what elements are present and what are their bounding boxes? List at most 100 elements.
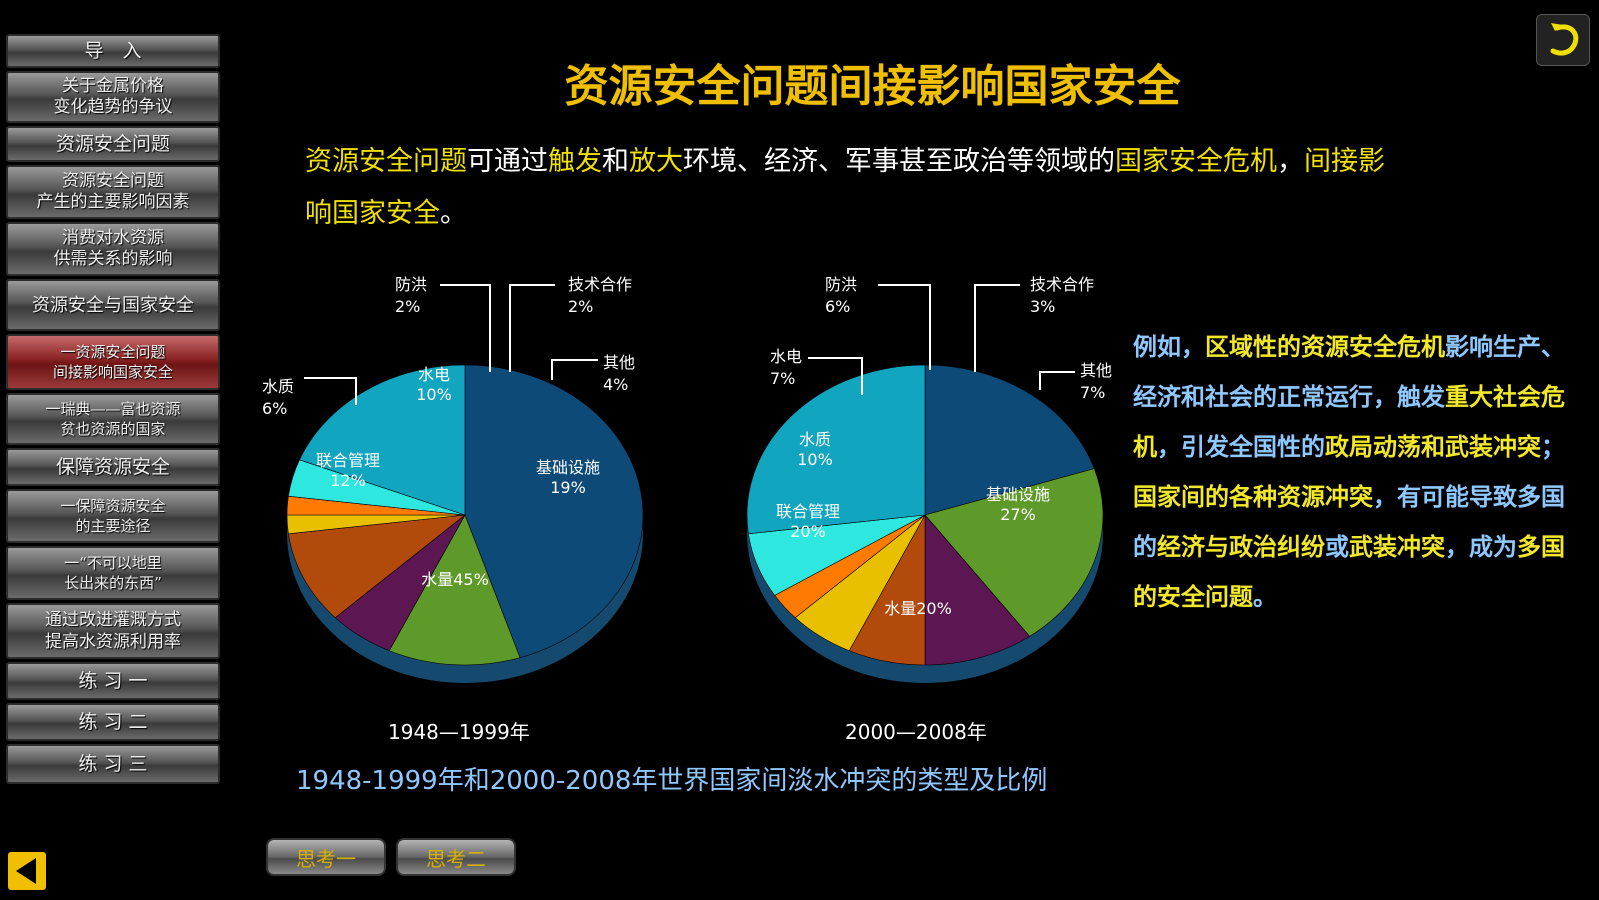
right-highlight: 国家间的各种资源冲突: [1133, 483, 1373, 511]
sidebar-item-resource-security[interactable]: 资源安全问题: [6, 126, 220, 162]
right-highlight: 重大社会危机: [1133, 383, 1565, 461]
pie1-slice-7: [299, 364, 466, 516]
pie2-data-label-1: 20%: [790, 522, 826, 541]
pie1-leader-5: [509, 284, 555, 372]
pie2-slice-5: [774, 514, 926, 619]
right-text: ，引发全国性的: [1157, 433, 1325, 461]
pie2-slice-7: [746, 364, 926, 535]
pie2-data-label-3: 7%: [770, 369, 795, 388]
page-title: 资源安全问题间接影响国家安全: [564, 61, 1181, 112]
pie2-data-label-5: 3%: [1030, 297, 1055, 316]
pie2-data-label-2: 10%: [797, 450, 833, 469]
think-two-button[interactable]: 思考二: [396, 838, 516, 876]
left-triangle-icon: [16, 858, 36, 884]
pie1-slice-3: [288, 514, 466, 619]
pie2-subtitle: 2000—2008年: [845, 720, 987, 744]
intro-text: ，: [1277, 146, 1304, 177]
right-highlight: 经济与政治纠纷: [1157, 533, 1325, 561]
right-text: ，有可能导致多国的: [1133, 483, 1565, 561]
intro-text: 环境、经济、军事甚至政治等领域的: [683, 146, 1115, 177]
pie2-leader-5: [974, 284, 1020, 372]
intro-text: 可通过: [467, 146, 548, 177]
pie1-slice-label-1: 联合管理: [316, 451, 380, 470]
pie2-slice-label-2: 水质: [799, 430, 831, 449]
right-text: 例如，: [1133, 333, 1205, 361]
pie2-depth: [747, 383, 1103, 683]
pie2-slice-3: [848, 513, 926, 666]
chart-caption: 1948-1999年和2000-2008年世界国家间淡水冲突的类型及比例: [296, 766, 1048, 796]
sidebar-item-exercise-1[interactable]: 练 习 一: [6, 662, 220, 700]
pie1-depth: [287, 383, 643, 683]
sidebar-item-irrigation[interactable]: 通过改进灌溉方式 提高水资源利用率: [6, 603, 220, 659]
pie1-leader-4: [440, 284, 491, 372]
pie2-data-label-7: 27%: [1000, 505, 1036, 524]
right-highlight: 区域性的资源安全危机: [1205, 333, 1445, 361]
sidebar-item-national-security[interactable]: 资源安全与国家安全: [6, 279, 220, 331]
sidebar-item-sweden[interactable]: 一瑞典——富也资源 贫也资源的国家: [6, 393, 220, 445]
pie2-leader-4: [878, 284, 931, 370]
intro-paragraph: 资源安全问题可通过触发和放大环境、经济、军事甚至政治等领域的国家安全危机，间接影…: [305, 136, 1405, 240]
pie1-data-label-4: 2%: [395, 297, 420, 316]
pie1-slice-0: [464, 364, 644, 659]
intro-text: 。: [440, 198, 467, 229]
pie1-slice-4: [286, 514, 466, 535]
pie1-slice-label-5: 技术合作: [568, 275, 632, 294]
pie2-slice-label-5: 技术合作: [1030, 275, 1094, 294]
right-text: 影响生产、经济和社会的正常运行，触发: [1133, 333, 1565, 411]
pie1-data-label-0: 水量45%: [421, 570, 489, 589]
right-text: 。: [1253, 583, 1277, 611]
pie1-slice-6: [288, 459, 466, 516]
sidebar-item-consumption-water[interactable]: 消费对水资源 供需关系的影响: [6, 222, 220, 276]
sidebar-item-indirect-impact[interactable]: 一资源安全问题 间接影响国家安全: [6, 334, 220, 390]
sidebar-item-ensure-security[interactable]: 保障资源安全: [6, 448, 220, 486]
pie2-slice-2: [924, 514, 1031, 666]
pie1-data-label-1: 12%: [330, 471, 366, 490]
pie1-slice-label-4: 防洪: [395, 275, 427, 294]
pie2-leader-3: [808, 357, 863, 395]
intro-highlight: 触发: [548, 146, 602, 177]
pie1-slice-1: [388, 514, 521, 666]
pie1-slice-5: [286, 495, 466, 516]
pie1-slice-label-6: 其他: [603, 353, 635, 372]
pie2-slice-label-3: 水电: [770, 347, 802, 366]
intro-text: 和: [602, 146, 629, 177]
return-arrow-icon: [1550, 23, 1579, 56]
pie2-slice-1: [924, 468, 1104, 637]
think-one-button[interactable]: 思考一: [266, 838, 386, 876]
sidebar-item-exercise-2[interactable]: 练 习 二: [6, 703, 220, 741]
pie1-slice-label-7: 基础设施: [536, 458, 600, 477]
pie2-slice-label-6: 其他: [1080, 361, 1112, 380]
pie1-data-label-6: 4%: [603, 375, 628, 394]
sidebar-item-not-grown[interactable]: 一“不可以地里 长出来的东西”: [6, 546, 220, 600]
pie2-slice-label-7: 基础设施: [986, 485, 1050, 504]
right-highlight: 多国的安全问题: [1133, 533, 1565, 611]
pie1-slice-label-3: 水电: [418, 365, 450, 384]
sidebar-item-factors[interactable]: 资源安全问题 产生的主要影响因素: [6, 165, 220, 219]
pie2-slice-label-4: 防洪: [825, 275, 857, 294]
pie1-leader-6: [551, 359, 598, 380]
right-text: ，成为: [1445, 533, 1517, 561]
sidebar-item-exercise-3[interactable]: 练 习 三: [6, 744, 220, 784]
intro-highlight: 间接影响国家安全: [305, 146, 1385, 229]
pie1-slice-label-2: 水质: [262, 377, 294, 396]
right-text: 或: [1325, 533, 1349, 561]
sidebar-item-metal-price[interactable]: 关于金属价格 变化趋势的争议: [6, 71, 220, 123]
pie2-data-label-4: 6%: [825, 297, 850, 316]
intro-highlight: 国家安全危机: [1115, 146, 1277, 177]
pie1-data-label-5: 2%: [568, 297, 593, 316]
pie1-data-label-2: 6%: [262, 399, 287, 418]
right-highlight: 政局动荡和武装冲突: [1325, 433, 1541, 461]
pie1-data-label-3: 10%: [416, 385, 452, 404]
sidebar-item-main-ways[interactable]: 一保障资源安全 的主要途径: [6, 489, 220, 543]
pie1-slice-2: [334, 514, 466, 652]
prev-page-button[interactable]: [8, 852, 46, 890]
pie2-slice-0: [924, 364, 1095, 516]
return-button[interactable]: [1536, 14, 1590, 66]
sidebar: 导 入 关于金属价格 变化趋势的争议 资源安全问题 资源安全问题 产生的主要影响…: [6, 34, 224, 787]
pie1-data-label-7: 19%: [550, 478, 586, 497]
pie2-slice-6: [748, 514, 926, 596]
right-explanation: 例如，区域性的资源安全危机影响生产、经济和社会的正常运行，触发重大社会危机，引发…: [1133, 322, 1583, 622]
pie1-subtitle: 1948—1999年: [388, 720, 530, 744]
pie2-leader-6: [1039, 371, 1075, 390]
sidebar-item-intro[interactable]: 导 入: [6, 34, 220, 68]
